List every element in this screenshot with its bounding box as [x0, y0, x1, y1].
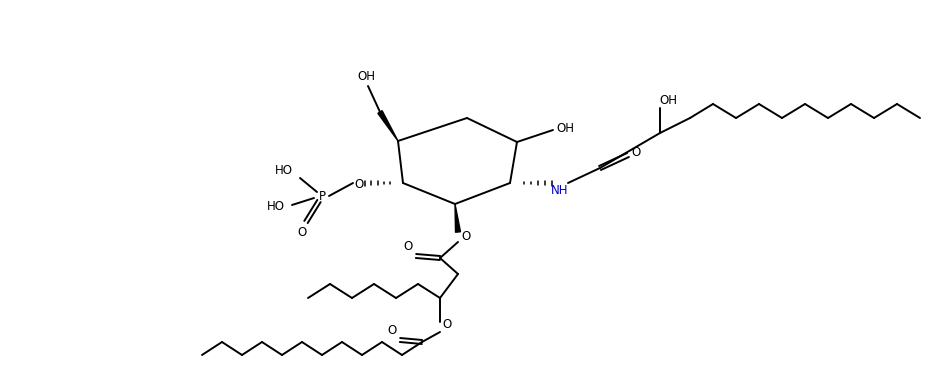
Text: O: O — [387, 323, 397, 337]
Text: O: O — [354, 178, 364, 191]
Text: HO: HO — [267, 200, 285, 213]
Text: NH: NH — [551, 183, 569, 196]
Text: P: P — [319, 190, 325, 203]
Text: O: O — [297, 225, 306, 239]
Text: O: O — [632, 147, 641, 159]
Polygon shape — [455, 204, 461, 232]
Text: OH: OH — [357, 69, 375, 83]
Polygon shape — [378, 111, 398, 141]
Text: OH: OH — [556, 122, 574, 134]
Text: O: O — [443, 318, 451, 332]
Text: O: O — [403, 239, 413, 252]
Text: O: O — [462, 230, 471, 242]
Text: HO: HO — [275, 164, 293, 176]
Text: OH: OH — [659, 93, 677, 107]
